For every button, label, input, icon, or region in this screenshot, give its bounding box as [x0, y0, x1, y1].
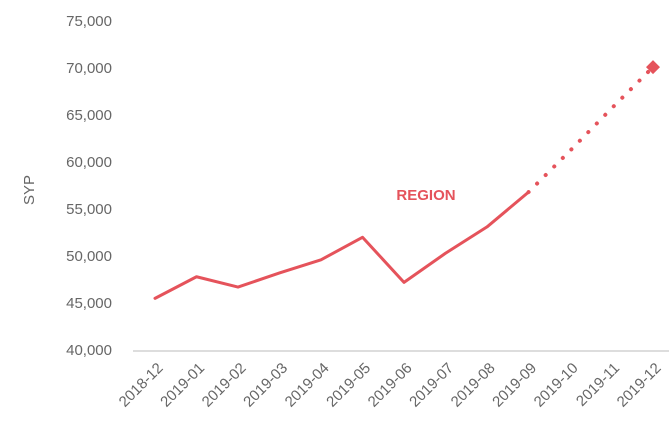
x-tick-label: 2019-02	[199, 360, 250, 411]
y-tick-label: 40,000	[66, 342, 112, 359]
y-tick-label: 55,000	[66, 201, 112, 218]
x-tick-label: 2019-06	[365, 360, 416, 411]
x-tick-label: 2019-04	[282, 360, 333, 411]
end-marker	[646, 60, 660, 75]
x-tick-label: 2019-10	[531, 360, 582, 411]
y-tick-label: 45,000	[66, 295, 112, 312]
y-axis-label: SYP	[21, 175, 38, 205]
y-tick-label: 65,000	[66, 107, 112, 124]
series-line	[526, 65, 655, 195]
x-tick-label: 2018-12	[116, 360, 167, 411]
y-tick-label: 60,000	[66, 154, 112, 171]
y-tick-label: 50,000	[66, 248, 112, 265]
series-line	[153, 190, 530, 300]
x-tick-label: 2019-01	[157, 360, 208, 411]
x-tick-label: 2019-12	[614, 360, 665, 411]
x-tick-label: 2019-08	[448, 360, 499, 411]
x-tick-label: 2019-11	[573, 360, 623, 410]
y-tick-label: 70,000	[66, 60, 112, 77]
series-label: REGION	[396, 187, 455, 204]
y-tick-label: 75,000	[66, 13, 112, 30]
x-tick-label: 2019-03	[240, 360, 291, 411]
x-tick-label: 2019-05	[323, 360, 374, 411]
x-tick-label: 2019-09	[489, 360, 540, 411]
x-tick-label: 2019-07	[406, 360, 457, 411]
